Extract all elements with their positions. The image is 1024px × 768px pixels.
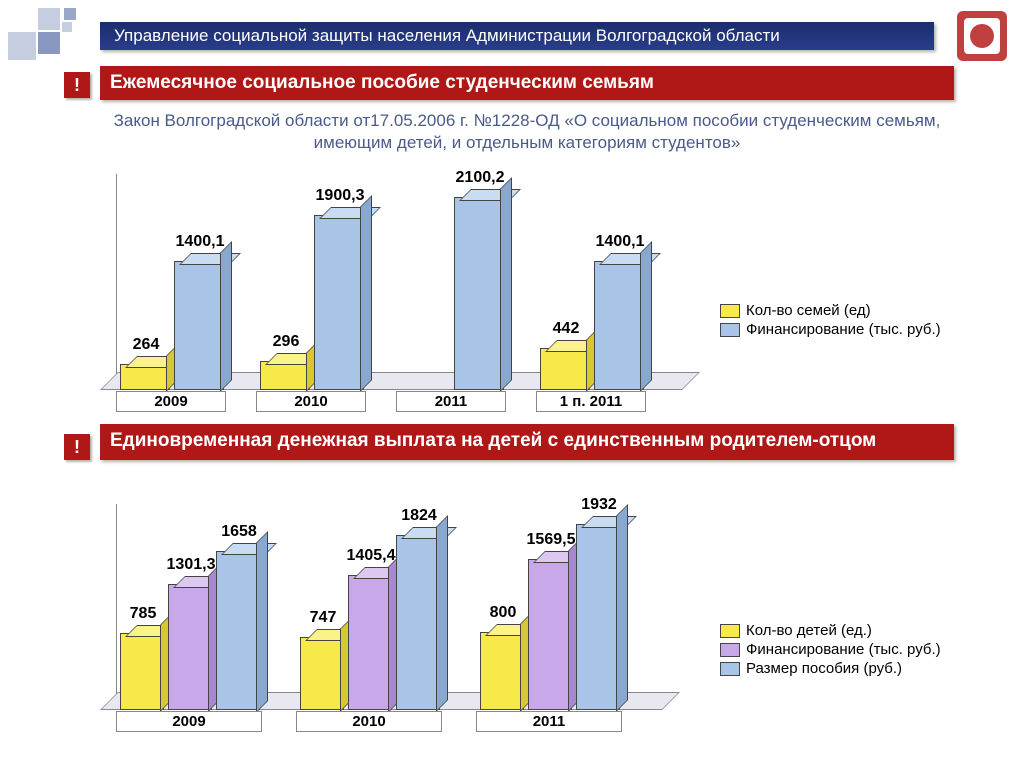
chart1-legend: Кол-во семей (ед) Финансирование (тыс. ру… — [720, 300, 941, 340]
x-axis-label: 2010 — [256, 391, 366, 412]
bar — [168, 586, 210, 710]
section2-title: Единовременная денежная выплата на детей… — [110, 430, 876, 451]
header-title-bar: Управление социальной защиты населения А… — [100, 22, 934, 50]
bar-value-label: 747 — [290, 609, 356, 627]
section1-title: Ежемесячное социальное пособие студенчес… — [110, 72, 654, 93]
x-axis-label: 2011 — [476, 711, 622, 732]
bar — [120, 635, 162, 710]
bar — [576, 526, 618, 710]
legend-item: Кол-во семей (ед) — [720, 302, 941, 319]
legend-item: Кол-во детей (ед.) — [720, 622, 941, 639]
bar-value-label: 1900,3 — [304, 187, 376, 205]
bar-value-label: 264 — [110, 336, 182, 354]
bar-value-label: 1405,4 — [338, 547, 404, 565]
legend-item: Финансирование (тыс. руб.) — [720, 641, 941, 658]
chart1: 264 1400,1 2009 296 1900,3 2010 2100,2 2011 442 1… — [80, 170, 700, 410]
legend-item: Финансирование (тыс. руб.) — [720, 321, 941, 338]
bar-value-label: 1400,1 — [164, 233, 236, 251]
bar — [396, 537, 438, 710]
bar-value-label: 2100,2 — [444, 169, 516, 187]
bar — [348, 577, 390, 711]
bar — [216, 553, 258, 711]
bar — [120, 366, 168, 390]
bar-value-label: 1824 — [386, 507, 452, 525]
section1-marker: ! — [64, 72, 90, 98]
bar-value-label: 296 — [250, 333, 322, 351]
bar — [540, 350, 588, 390]
bar — [480, 634, 522, 710]
chart2-legend: Кол-во детей (ед.) Финансирование (тыс. р… — [720, 620, 941, 679]
bar-value-label: 785 — [110, 605, 176, 623]
bar-value-label: 800 — [470, 604, 536, 622]
bar — [528, 561, 570, 710]
legend-item: Размер пособия (руб.) — [720, 660, 941, 677]
bar-value-label: 1400,1 — [584, 233, 656, 251]
x-axis-label: 1 п. 2011 — [536, 391, 646, 412]
header-title: Управление социальной защиты населения А… — [114, 26, 780, 45]
x-axis-label: 2009 — [116, 391, 226, 412]
region-emblem — [952, 6, 1012, 66]
bar-value-label: 1569,5 — [518, 531, 584, 549]
bar-value-label: 1301,3 — [158, 556, 224, 574]
section2-marker: ! — [64, 434, 90, 460]
bar-value-label: 1658 — [206, 523, 272, 541]
section2-title-bar: Единовременная денежная выплата на детей… — [100, 424, 954, 460]
bar — [174, 263, 222, 390]
bar — [314, 217, 362, 390]
chart2: 785 1301,3 1658 2009 747 1405,4 1824 2010 800 156… — [80, 490, 700, 730]
bar-value-label: 1932 — [566, 496, 632, 514]
bar — [454, 199, 502, 390]
bar-value-label: 442 — [530, 320, 602, 338]
x-axis-label: 2011 — [396, 391, 506, 412]
bar — [260, 363, 308, 390]
section1-subtitle: Закон Волгоградской области от17.05.2006… — [100, 110, 954, 154]
bar — [594, 263, 642, 390]
x-axis-label: 2009 — [116, 711, 262, 732]
section1-title-bar: Ежемесячное социальное пособие студенчес… — [100, 66, 954, 100]
bar — [300, 639, 342, 710]
x-axis-label: 2010 — [296, 711, 442, 732]
